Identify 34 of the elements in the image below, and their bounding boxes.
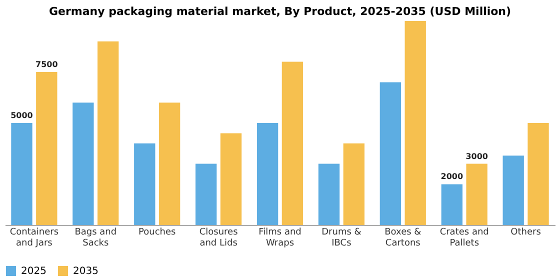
bar [318,164,340,225]
bar [158,102,180,225]
bar [528,123,549,225]
x-tick-label: Bags and Sacks [74,228,117,248]
x-tick-label: Drums & IBCs [322,228,362,248]
bar [98,41,119,225]
x-tick-label: Containers and Jars [10,228,59,248]
data-label: 3000 [466,152,488,161]
bar [196,164,217,225]
chart-title: Germany packaging material market, By Product, 2025-2035 (USD Million) [48,5,512,18]
bar [404,21,426,225]
bar [36,72,58,225]
bar [11,123,32,225]
bar [343,143,364,225]
bar [72,102,94,225]
x-tick-label: Crates and Pallets [440,228,489,248]
bar [256,123,278,225]
x-tick-label: Pouches [138,228,176,238]
legend-label: 2025 [21,266,46,277]
bar [282,62,304,225]
data-label: 2000 [440,172,464,182]
x-tick-label: Boxes & Cartons [384,228,422,248]
x-tick-label: Others [510,228,542,238]
bar [441,184,462,225]
data-label: 7500 [36,60,58,69]
legend-label: 2035 [73,266,98,277]
x-tick-label: Films and Wraps [258,228,302,248]
bar [134,143,156,225]
bar [380,82,402,225]
bar [466,164,488,225]
x-tick-label: Closures and Lids [199,228,238,248]
bar [502,156,524,225]
data-label: 5000 [10,111,34,120]
bar [220,133,242,225]
